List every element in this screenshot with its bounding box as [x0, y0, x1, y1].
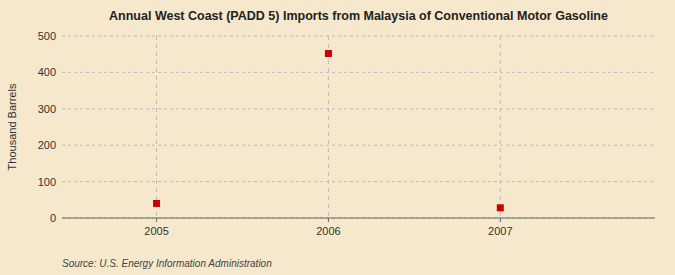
y-tick-label: 0 [50, 212, 56, 224]
y-grid-line [62, 72, 655, 73]
point [497, 204, 504, 211]
x-tick [156, 218, 157, 222]
y-tick-label: 100 [38, 176, 56, 188]
y-grid-line [62, 36, 655, 37]
x-tick [500, 218, 501, 222]
y-grid-line [62, 181, 655, 182]
data [153, 50, 504, 211]
source-note: Source: U.S. Energy Information Administ… [62, 258, 272, 269]
y-grid-line [62, 218, 655, 219]
point [325, 50, 332, 57]
y-grid-line [62, 145, 655, 146]
point [153, 200, 160, 207]
background [0, 0, 675, 275]
x-tick [328, 218, 329, 222]
y-tick-label: 200 [38, 139, 56, 151]
x-tick-label: 2005 [144, 225, 168, 237]
y-tick-label: 400 [38, 66, 56, 78]
y-tick-label: 300 [38, 103, 56, 115]
y-tick-label: 500 [38, 30, 56, 42]
x-grid-line [500, 36, 501, 218]
title: Annual West Coast (PADD 5) Imports from … [109, 9, 608, 23]
grid [62, 36, 655, 218]
x-axis-line [62, 217, 655, 218]
y-grid-line [62, 108, 655, 109]
x-tick-label: 2007 [488, 225, 512, 237]
x-grid-line [156, 36, 157, 218]
x-tick-label: 2006 [316, 225, 340, 237]
chart: 0 100 200 300 400 500 2005 2006 2007 Annual West … [0, 0, 675, 275]
x-grid-line [328, 36, 329, 218]
y-axis-label: Thousand Barrels [6, 83, 18, 170]
